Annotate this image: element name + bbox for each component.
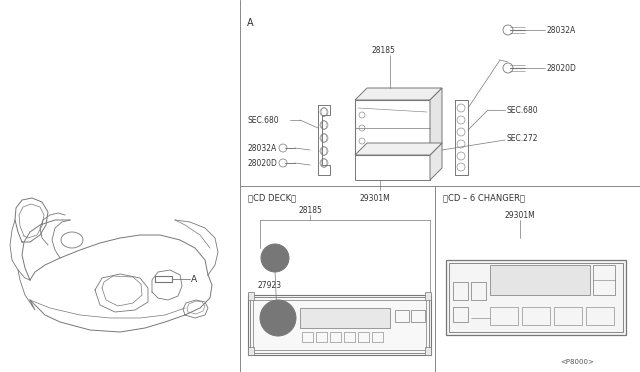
Bar (253, 300, 426, 350)
Bar (250, 297, 429, 353)
Bar (446, 260, 626, 335)
Bar (330, 332, 341, 342)
Bar (453, 282, 468, 300)
Text: 28185: 28185 (372, 45, 396, 55)
Text: 28032A: 28032A (547, 26, 576, 35)
Text: A: A (247, 18, 253, 28)
Text: <P8000>: <P8000> (560, 359, 594, 365)
Bar (449, 263, 623, 332)
Circle shape (260, 300, 296, 336)
Bar (395, 310, 409, 322)
Bar (300, 308, 390, 328)
Bar (355, 155, 430, 180)
Bar (411, 310, 425, 322)
Bar (355, 100, 430, 155)
Bar (453, 307, 468, 322)
Polygon shape (430, 88, 442, 155)
Bar (248, 347, 254, 355)
Bar (316, 332, 327, 342)
Bar (344, 332, 355, 342)
Text: SEC.680: SEC.680 (507, 106, 539, 115)
Text: 〈CD DECK〉: 〈CD DECK〉 (248, 193, 296, 202)
Bar (358, 332, 369, 342)
Bar (471, 282, 486, 300)
Text: 29301M: 29301M (360, 193, 391, 202)
Bar (490, 265, 590, 295)
Text: SEC.272: SEC.272 (507, 134, 538, 142)
Bar (425, 347, 431, 355)
Bar (248, 295, 431, 355)
Text: 27923: 27923 (258, 280, 282, 289)
Text: 28020D: 28020D (248, 158, 278, 167)
Bar (554, 307, 582, 325)
Polygon shape (430, 143, 442, 180)
Bar (586, 307, 614, 325)
Text: A: A (191, 275, 197, 283)
Bar (522, 307, 550, 325)
Bar (302, 332, 313, 342)
Text: 〈CD – 6 CHANGER〉: 〈CD – 6 CHANGER〉 (443, 193, 525, 202)
Bar (425, 292, 431, 300)
Text: 29301M: 29301M (504, 211, 536, 219)
Bar (593, 265, 615, 295)
Text: SEC.680: SEC.680 (247, 115, 278, 125)
Polygon shape (355, 143, 442, 155)
Bar (372, 332, 383, 342)
Polygon shape (355, 88, 442, 100)
Bar (490, 307, 518, 325)
Text: 28032A: 28032A (248, 144, 277, 153)
Bar (248, 292, 254, 300)
Text: 28020D: 28020D (547, 64, 577, 73)
Circle shape (261, 244, 289, 272)
Text: 28185: 28185 (298, 205, 322, 215)
